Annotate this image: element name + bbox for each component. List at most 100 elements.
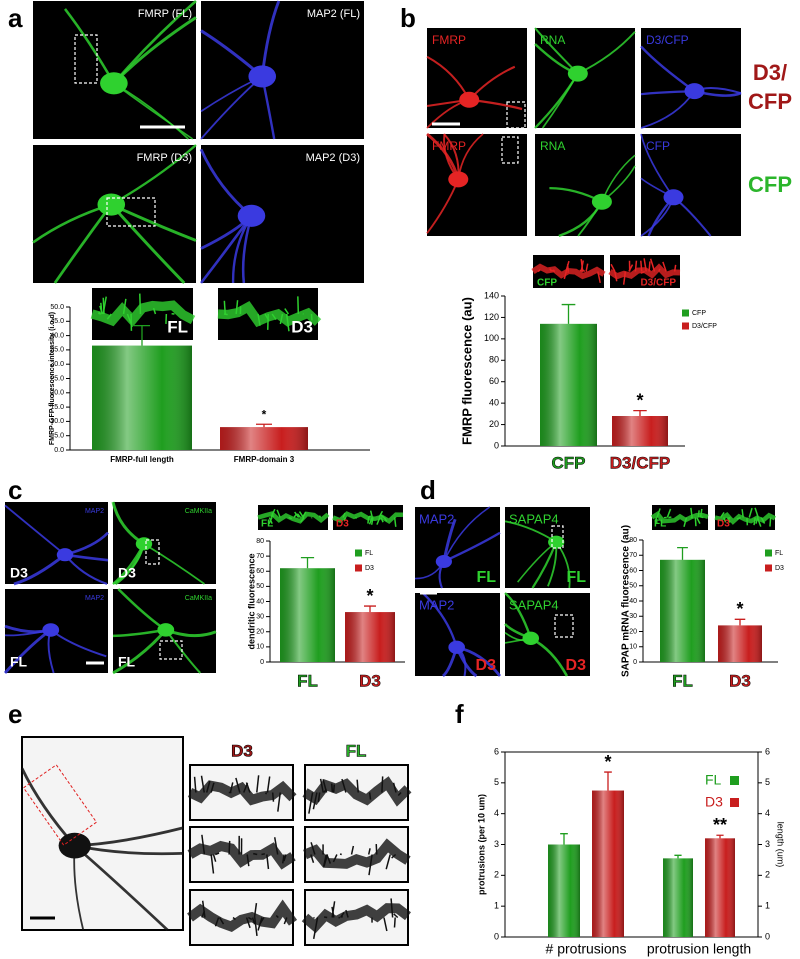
- x-tick-label: # protrusions: [546, 941, 627, 957]
- spine: [367, 848, 371, 855]
- y-tick-label: 40.0: [50, 332, 64, 339]
- spine: [288, 516, 293, 520]
- x-tick-label: FMRP-full length: [110, 455, 174, 464]
- spine: [205, 780, 211, 793]
- spine: [310, 842, 316, 855]
- tile-label: FL: [10, 654, 28, 670]
- spine: [322, 779, 328, 793]
- legend-label: FL: [365, 550, 373, 557]
- spine: [643, 258, 647, 272]
- y-tick-label: 1: [494, 901, 499, 911]
- spine: [266, 776, 271, 793]
- spine: [99, 305, 104, 315]
- spine: [537, 269, 541, 273]
- significance-label: *: [604, 752, 611, 772]
- bar-shade: [280, 568, 335, 662]
- bar-shade: [718, 625, 762, 662]
- y-tick-label: 30: [629, 613, 637, 620]
- spine: [549, 268, 553, 272]
- spine: [658, 268, 661, 272]
- y-tick-label: 10: [256, 644, 264, 651]
- tile-label: FL: [566, 569, 586, 586]
- tile-label: SAPAP4: [509, 597, 559, 612]
- legend-swatch: [730, 776, 739, 785]
- soma: [435, 555, 452, 568]
- y-tick-label: 40: [256, 598, 264, 605]
- spine: [259, 917, 265, 925]
- spine: [383, 917, 388, 932]
- spine: [201, 900, 206, 918]
- soma: [448, 640, 465, 654]
- soma: [448, 171, 469, 188]
- spine: [356, 779, 359, 793]
- spine: [580, 260, 585, 272]
- spine: [284, 308, 290, 315]
- spine: [214, 917, 220, 927]
- spine: [648, 261, 651, 272]
- y-tick-label: 40: [629, 598, 637, 605]
- legend-swatch: [765, 564, 772, 572]
- soma: [663, 189, 684, 206]
- spine: [393, 913, 399, 919]
- soma: [100, 72, 128, 95]
- spine: [683, 517, 688, 527]
- spine: [246, 854, 250, 867]
- error-bar: [633, 409, 647, 416]
- error-bar: [674, 854, 682, 859]
- tile-label: SAPAP4: [509, 511, 559, 526]
- spine: [376, 517, 381, 525]
- y-tick-label: 0: [494, 440, 499, 450]
- y-axis-label: FMRP-GFP fluorescence intensity (i.o.d): [49, 312, 56, 445]
- x-tick-label: D3/CFP: [610, 453, 670, 472]
- soma: [248, 65, 277, 88]
- spine: [283, 917, 288, 925]
- inset-label: D3: [336, 519, 349, 530]
- y-tick-label: 70: [256, 553, 264, 560]
- tile-label: FMRP (D3): [137, 152, 192, 164]
- bar-shade: [548, 844, 580, 937]
- spine: [390, 898, 394, 918]
- spine: [152, 307, 157, 315]
- spine: [367, 517, 370, 524]
- y-tick-label: 80: [489, 355, 499, 365]
- dendrite: [714, 511, 777, 525]
- spine: [696, 517, 701, 524]
- spine: [214, 852, 220, 856]
- spine: [200, 775, 205, 793]
- legend-swatch: [765, 549, 772, 557]
- spine: [654, 517, 658, 522]
- spine: [264, 313, 270, 321]
- tile-label: CaMKIIa: [185, 508, 212, 515]
- roi-box: [506, 101, 526, 129]
- spine: [341, 778, 347, 793]
- soma: [567, 65, 588, 82]
- y-tick-label: 25.0: [50, 375, 64, 382]
- spine: [756, 517, 762, 527]
- y-tick-label: 140: [484, 290, 499, 300]
- y-tick-label: 6: [494, 746, 499, 756]
- panel-letter: a: [8, 3, 23, 33]
- error-bar: [604, 771, 612, 791]
- bar-shade: [540, 323, 597, 446]
- dendrite: [303, 838, 411, 869]
- spine: [368, 854, 373, 876]
- soma: [548, 535, 565, 549]
- error-bar: [716, 834, 724, 839]
- micrograph: [427, 28, 527, 128]
- spine: [690, 507, 693, 518]
- spine: [235, 300, 239, 315]
- spine: [257, 313, 261, 326]
- y-tick-label: 60: [489, 376, 499, 386]
- spine: [748, 507, 753, 518]
- x-tick-label: protrusion length: [647, 941, 751, 957]
- spine: [392, 782, 397, 793]
- bar-shade: [663, 858, 693, 937]
- spine: [201, 834, 206, 855]
- micrograph: [415, 507, 500, 588]
- spine: [322, 854, 327, 867]
- panel-letter: c: [8, 475, 22, 505]
- y-tick-label: 4: [494, 808, 499, 818]
- y2-tick-label: 1: [765, 901, 770, 911]
- dendrite: [187, 840, 296, 870]
- spine: [563, 271, 568, 280]
